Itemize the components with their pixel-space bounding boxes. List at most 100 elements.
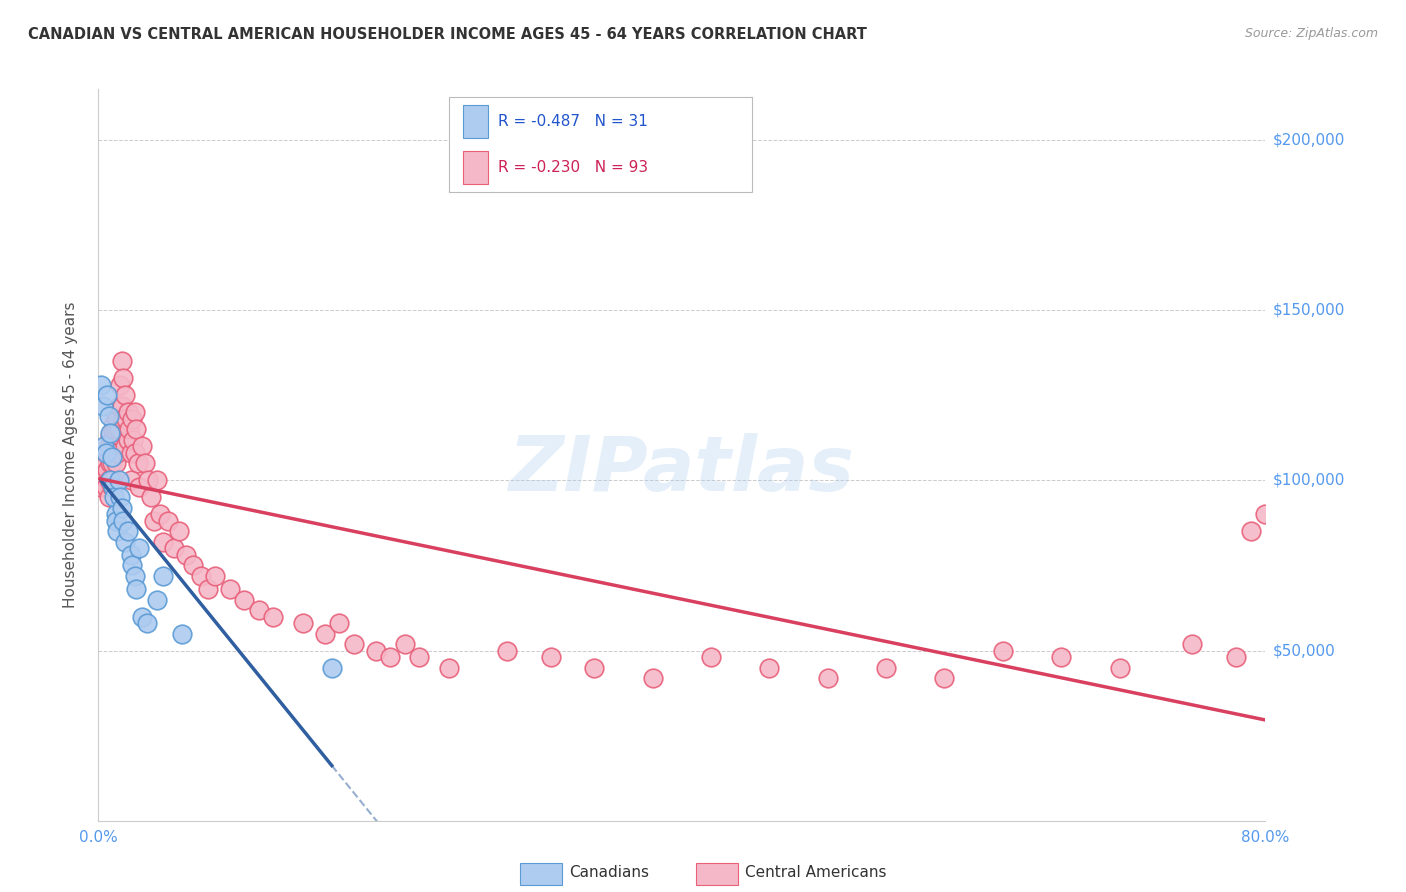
Point <box>112 514 135 528</box>
Point <box>1254 508 1277 522</box>
Text: $150,000: $150,000 <box>1272 302 1344 318</box>
Point <box>108 422 131 436</box>
Point <box>1225 650 1247 665</box>
Point <box>94 446 117 460</box>
Point <box>121 558 143 573</box>
Point <box>104 457 127 471</box>
Point <box>149 508 172 522</box>
Point <box>94 457 117 471</box>
FancyBboxPatch shape <box>463 152 488 185</box>
Point <box>111 354 134 368</box>
Point <box>1240 524 1263 539</box>
Point <box>97 474 120 488</box>
Point <box>114 534 136 549</box>
Point <box>758 660 780 674</box>
Point <box>103 416 125 430</box>
Point <box>122 433 145 447</box>
Point <box>583 660 606 674</box>
Point <box>875 660 897 674</box>
Point <box>110 378 132 392</box>
Point <box>163 541 186 556</box>
Point <box>97 439 120 453</box>
Y-axis label: Householder Income Ages 45 - 64 years: Householder Income Ages 45 - 64 years <box>63 301 77 608</box>
FancyBboxPatch shape <box>463 105 488 138</box>
Point <box>100 450 122 464</box>
Point <box>394 637 416 651</box>
Point <box>100 480 122 494</box>
Point <box>128 541 150 556</box>
Point <box>152 534 174 549</box>
Point <box>108 399 131 413</box>
Text: $200,000: $200,000 <box>1272 133 1344 148</box>
Point <box>114 439 136 453</box>
Point <box>103 446 125 460</box>
Point <box>131 609 153 624</box>
Point <box>90 378 112 392</box>
Point <box>98 425 121 440</box>
Point <box>378 650 402 665</box>
Point <box>96 388 118 402</box>
Point <box>101 480 124 494</box>
Text: $50,000: $50,000 <box>1272 643 1336 658</box>
Point <box>103 491 125 505</box>
Point <box>233 592 256 607</box>
Point <box>100 433 122 447</box>
Point <box>146 592 169 607</box>
Point <box>204 568 226 582</box>
Point <box>101 474 124 488</box>
Point <box>97 491 120 505</box>
Point <box>120 446 142 460</box>
Point <box>93 474 115 488</box>
Point <box>111 399 134 413</box>
Point <box>120 549 142 563</box>
Text: $100,000: $100,000 <box>1272 473 1344 488</box>
Point <box>96 446 118 460</box>
Point <box>174 549 197 563</box>
Point <box>115 412 138 426</box>
Point <box>134 457 156 471</box>
Point <box>124 446 146 460</box>
Point <box>114 388 136 402</box>
Point <box>190 568 212 582</box>
Text: Central Americans: Central Americans <box>745 865 887 880</box>
Point <box>105 524 128 539</box>
Point <box>991 643 1014 657</box>
Point <box>124 405 146 419</box>
Point <box>97 409 120 423</box>
Point <box>112 371 135 385</box>
FancyBboxPatch shape <box>449 96 752 192</box>
Point <box>321 660 343 674</box>
Point <box>934 671 956 685</box>
Text: CANADIAN VS CENTRAL AMERICAN HOUSEHOLDER INCOME AGES 45 - 64 YEARS CORRELATION C: CANADIAN VS CENTRAL AMERICAN HOUSEHOLDER… <box>28 27 868 42</box>
Point <box>105 446 128 460</box>
Text: Canadians: Canadians <box>569 865 650 880</box>
Point <box>98 429 121 443</box>
Point <box>343 637 366 651</box>
Point <box>157 514 180 528</box>
Point <box>142 514 165 528</box>
Point <box>90 480 112 494</box>
Point <box>127 457 149 471</box>
Point <box>117 433 139 447</box>
Point <box>111 500 134 515</box>
Point <box>98 474 121 488</box>
Point <box>124 568 146 582</box>
Point <box>125 582 148 597</box>
Point <box>135 616 157 631</box>
Point <box>181 558 204 573</box>
Point <box>112 412 135 426</box>
Point <box>197 582 219 597</box>
Point <box>247 603 270 617</box>
Point <box>100 457 122 471</box>
Point <box>96 463 118 477</box>
Point <box>121 412 143 426</box>
Point <box>146 474 169 488</box>
Point <box>118 422 141 436</box>
Point <box>262 609 284 624</box>
Point <box>1050 650 1073 665</box>
Point <box>817 671 839 685</box>
Point <box>495 643 517 657</box>
Point <box>105 412 128 426</box>
Point <box>125 422 148 436</box>
Point <box>1108 660 1130 674</box>
